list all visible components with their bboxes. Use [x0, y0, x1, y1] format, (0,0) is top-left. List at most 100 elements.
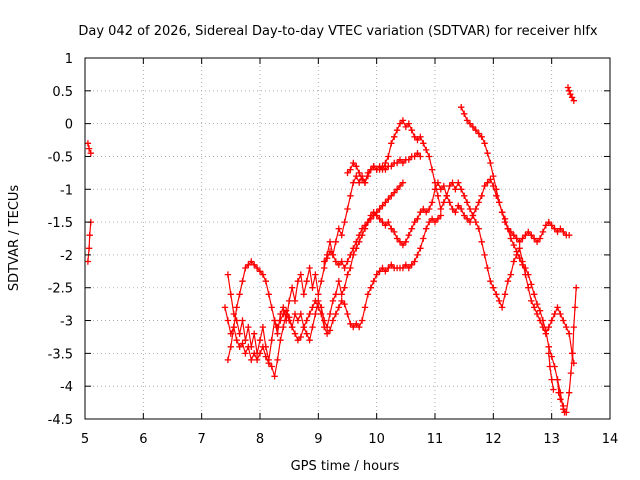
data-point: [411, 258, 418, 265]
data-point: [388, 261, 395, 268]
data-point: [510, 241, 517, 249]
series-t5: [224, 212, 444, 364]
data-point: [321, 264, 328, 272]
data-point: [329, 317, 337, 324]
data-point: [493, 291, 500, 298]
data-point: [251, 261, 258, 268]
data-point: [528, 297, 535, 305]
data-point: [408, 127, 415, 134]
series-line: [548, 353, 554, 390]
data-point: [309, 284, 316, 291]
data-point: [318, 278, 325, 285]
data-point: [259, 343, 267, 350]
data-point: [344, 271, 351, 278]
data-point: [513, 248, 520, 255]
data-point: [262, 353, 269, 360]
data-point: [350, 159, 357, 167]
y-tick-label: -2.5: [48, 282, 73, 297]
data-point: [297, 333, 304, 341]
series-t7: [344, 150, 424, 186]
data-point: [554, 376, 561, 383]
data-point: [236, 291, 243, 298]
data-point: [326, 238, 334, 245]
data-point: [411, 133, 418, 140]
data-point: [294, 317, 302, 324]
data-point: [452, 186, 459, 193]
data-point: [475, 225, 482, 232]
data-point: [440, 182, 447, 190]
data-point: [370, 212, 377, 219]
data-point: [546, 363, 554, 370]
data-point: [385, 153, 392, 160]
data-point: [379, 218, 386, 226]
data-point: [496, 199, 503, 206]
data-point: [326, 327, 334, 334]
data-point: [309, 304, 316, 311]
series-t1: [84, 140, 94, 157]
data-point: [428, 215, 436, 222]
data-point: [446, 199, 453, 206]
data-point: [417, 209, 424, 216]
data-point: [399, 179, 407, 186]
data-point: [344, 310, 351, 318]
data-point: [399, 264, 407, 272]
data-point: [437, 212, 444, 219]
data-point: [385, 264, 392, 272]
data-point: [350, 323, 357, 331]
data-point: [332, 291, 339, 298]
data-point: [496, 297, 503, 305]
data-point: [388, 163, 395, 170]
data-point: [525, 284, 532, 291]
data-point: [367, 215, 374, 222]
data-point: [570, 323, 577, 331]
series-line: [323, 182, 404, 270]
data-point: [239, 317, 246, 324]
data-point: [312, 310, 319, 318]
axis-ticks: 5 6 7 8 9 10 11 12 13 14 1 0.5 0 -0.5 -1 -1.5 -2 -2.5 -3 -3…: [48, 52, 619, 447]
data-point: [236, 330, 243, 337]
data-point: [376, 205, 383, 213]
data-point: [353, 238, 360, 245]
data-point: [414, 150, 421, 157]
data-point: [478, 133, 485, 140]
data-point: [414, 136, 421, 144]
data-point: [560, 317, 567, 324]
data-point: [466, 218, 474, 226]
data-point: [428, 199, 436, 206]
data-point: [542, 222, 549, 229]
data-point: [271, 373, 278, 380]
data-point: [566, 389, 573, 396]
y-axis-label: SDTVAR / TECUs: [7, 185, 22, 292]
data-series: [84, 84, 580, 416]
data-point: [312, 271, 319, 278]
data-point: [344, 169, 351, 177]
data-point: [531, 235, 538, 242]
y-tick-label: -4: [60, 380, 73, 395]
data-point: [525, 271, 532, 278]
data-point: [393, 127, 401, 134]
data-point: [522, 232, 529, 239]
data-point: [303, 317, 310, 324]
x-tick-label: 11: [427, 432, 444, 447]
data-point: [85, 245, 93, 252]
data-point: [364, 172, 372, 180]
data-point: [227, 291, 234, 298]
data-point: [545, 343, 552, 350]
data-point: [393, 159, 401, 167]
data-point: [268, 337, 275, 344]
data-point: [329, 251, 337, 259]
data-point: [554, 304, 561, 311]
data-point: [498, 304, 506, 311]
series-t10: [554, 376, 568, 416]
data-point: [268, 304, 275, 311]
data-point: [570, 97, 577, 104]
data-point: [245, 261, 252, 268]
data-point: [487, 159, 494, 167]
data-point: [341, 218, 348, 226]
data-point: [280, 304, 287, 311]
data-point: [353, 320, 360, 327]
data-point: [376, 215, 383, 222]
data-point: [236, 343, 243, 350]
data-point: [475, 130, 482, 137]
data-point: [326, 310, 334, 318]
